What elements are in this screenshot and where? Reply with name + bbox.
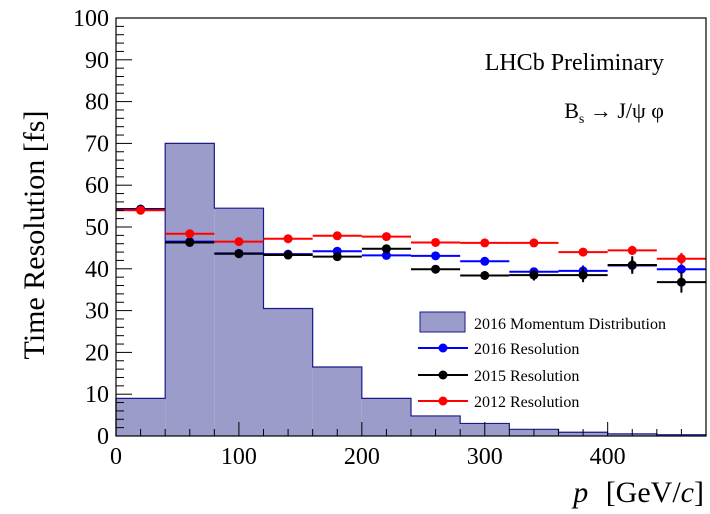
data-point	[529, 238, 539, 248]
tick-layer: 0 100 200 300 400 0 10 20 30 40 50 60 70 80 90 100	[73, 6, 707, 470]
data-point	[283, 234, 293, 244]
series-layer	[116, 204, 706, 293]
data-point	[529, 270, 539, 280]
legend-label-histogram: 2016 Momentum Distribution	[474, 316, 666, 333]
data-point	[578, 270, 588, 280]
data-point	[381, 232, 391, 242]
y-tick-label: 60	[85, 173, 109, 199]
y-tick-label: 100	[73, 6, 109, 32]
data-point	[234, 249, 244, 259]
x-axis-label-close: ]	[694, 476, 704, 509]
data-point	[578, 247, 588, 257]
legend-label-2016: 2016 Resolution	[474, 341, 579, 358]
y-tick-label: 10	[85, 382, 109, 408]
histogram-layer	[115, 142, 707, 436]
y-tick-label: 80	[85, 90, 109, 116]
x-tick-label: 200	[344, 444, 380, 470]
series-2012-resolution	[116, 205, 706, 265]
legend: 2016 Momentum Distribution 2016 Resoluti…	[418, 311, 666, 411]
data-point	[431, 237, 441, 247]
data-point	[185, 229, 195, 239]
legend-marker-2015	[438, 370, 448, 380]
data-point	[234, 237, 244, 247]
legend-swatch-histogram	[419, 311, 466, 333]
data-point	[136, 205, 146, 215]
y-tick-label: 30	[85, 299, 109, 325]
histogram-bin-3	[263, 308, 313, 436]
data-point	[627, 245, 637, 255]
data-point	[676, 277, 686, 287]
y-tick-label: 50	[85, 215, 109, 241]
data-point	[332, 231, 342, 241]
x-axis-label-c: c	[681, 476, 694, 509]
x-tick-label: 400	[590, 444, 626, 470]
histogram-bin-2	[214, 208, 264, 436]
data-point	[185, 237, 195, 247]
data-point	[431, 251, 441, 261]
y-axis-label: Time Resolution [fs]	[18, 111, 51, 360]
data-point	[480, 238, 490, 248]
experiment-label: LHCb Preliminary	[485, 50, 664, 76]
y-tick-label: 90	[85, 48, 109, 74]
data-point	[676, 254, 686, 264]
data-point	[480, 256, 490, 266]
decay-sub: s	[579, 112, 584, 127]
data-point	[627, 260, 637, 270]
data-point	[676, 264, 686, 274]
histogram-bin-4	[312, 367, 362, 436]
data-point	[431, 264, 441, 274]
histogram-bin-1	[165, 143, 215, 436]
data-point	[283, 250, 293, 260]
y-tick-label: 70	[85, 131, 109, 157]
x-axis-label: p [GeV/c]	[571, 476, 704, 509]
y-tick-label: 20	[85, 340, 109, 366]
data-point	[381, 250, 391, 260]
x-axis-label-p: p	[571, 476, 588, 509]
legend-label-2012: 2012 Resolution	[474, 394, 579, 411]
y-tick-label: 40	[85, 257, 109, 283]
legend-marker-2012	[438, 396, 448, 406]
histogram-bin-6	[411, 415, 461, 436]
legend-label-2015: 2015 Resolution	[474, 368, 579, 385]
decay-b: B	[564, 98, 579, 123]
legend-marker-2016	[438, 343, 448, 353]
x-tick-label: 100	[221, 444, 257, 470]
x-tick-label: 0	[110, 444, 122, 470]
x-axis-label-unit: [GeV/	[606, 476, 682, 509]
data-point	[480, 270, 490, 280]
y-tick-label: 0	[97, 424, 109, 450]
data-point	[332, 252, 342, 262]
data-point	[381, 244, 391, 254]
decay-label: Bs → J/ψ φ	[564, 98, 664, 127]
x-tick-label: 300	[467, 444, 503, 470]
decay-rest: → J/ψ φ	[584, 98, 664, 123]
